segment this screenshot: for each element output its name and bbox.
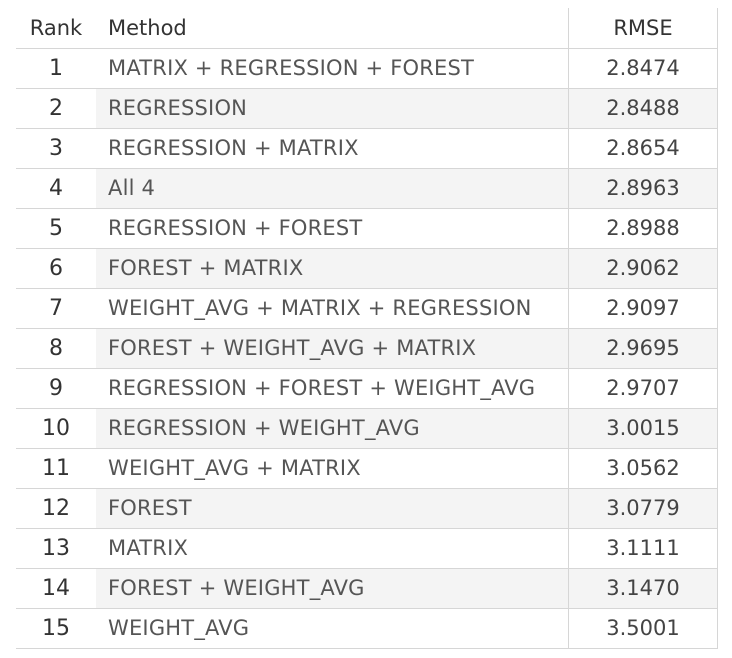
- column-divider: [568, 409, 569, 448]
- table-row: 8 FOREST + WEIGHT_AVG + MATRIX 2.9695: [16, 329, 718, 369]
- table-row: 6 FOREST + MATRIX 2.9062: [16, 249, 718, 289]
- rank-cell: 8: [49, 336, 63, 361]
- rmse-cell: 3.0779: [569, 489, 717, 528]
- table-header: Rank Method RMSE: [16, 8, 718, 48]
- column-divider: [568, 209, 569, 248]
- header-rank: Rank: [29, 16, 83, 40]
- table-row: 5 REGRESSION + FOREST 2.8988: [16, 209, 718, 249]
- rmse-cell: 3.1111: [606, 536, 680, 560]
- table-right-border: [717, 329, 718, 368]
- table-body: 1 MATRIX + REGRESSION + FOREST 2.8474 2 REGR…: [16, 48, 718, 649]
- table-right-border: [717, 89, 718, 128]
- column-divider: [568, 289, 569, 328]
- rmse-cell: 3.0562: [606, 456, 680, 480]
- table-row: 4 All 4 2.8963: [16, 169, 718, 209]
- rank-cell: 14: [42, 576, 70, 601]
- table-right-border: [717, 449, 718, 488]
- column-divider: [568, 89, 569, 128]
- rank-cell: 4: [49, 176, 63, 201]
- table-right-border: [717, 409, 718, 448]
- table-right-border: [717, 209, 718, 248]
- table-right-border: [717, 569, 718, 608]
- rmse-cell: 2.8988: [606, 216, 680, 240]
- method-cell: MATRIX + REGRESSION + FOREST: [108, 56, 475, 80]
- table-row: 13 MATRIX 3.1111: [16, 529, 718, 569]
- rmse-cell: 3.0015: [569, 409, 717, 448]
- method-cell: All 4: [96, 169, 568, 208]
- rank-cell: 1: [49, 56, 63, 81]
- column-divider: [568, 49, 569, 88]
- rank-cell: 11: [42, 456, 70, 481]
- rmse-cell: 2.8474: [606, 56, 680, 80]
- rank-cell: 6: [49, 256, 63, 281]
- column-divider: [568, 8, 569, 48]
- table-row: 9 REGRESSION + FOREST + WEIGHT_AVG 2.9707: [16, 369, 718, 409]
- table-right-border: [717, 369, 718, 408]
- rank-cell: 10: [42, 416, 70, 441]
- method-cell: FOREST + WEIGHT_AVG: [96, 569, 568, 608]
- column-divider: [568, 609, 569, 648]
- method-cell: WEIGHT_AVG: [108, 616, 250, 640]
- rmse-cell: 2.8488: [569, 89, 717, 128]
- rank-cell: 7: [49, 296, 63, 321]
- table-row: 12 FOREST 3.0779: [16, 489, 718, 529]
- table-row: 15 WEIGHT_AVG 3.5001: [16, 609, 718, 649]
- table-right-border: [717, 169, 718, 208]
- rank-cell: 2: [49, 96, 63, 121]
- method-cell: FOREST + WEIGHT_AVG + MATRIX: [96, 329, 568, 368]
- table-right-border: [717, 249, 718, 288]
- method-cell: FOREST + MATRIX: [96, 249, 568, 288]
- table-row: 10 REGRESSION + WEIGHT_AVG 3.0015: [16, 409, 718, 449]
- rmse-cell: 3.1470: [569, 569, 717, 608]
- rmse-cell: 2.8654: [606, 136, 680, 160]
- rank-cell: 15: [42, 616, 70, 641]
- table-row: 11 WEIGHT_AVG + MATRIX 3.0562: [16, 449, 718, 489]
- rank-cell: 13: [42, 536, 70, 561]
- rmse-cell: 3.5001: [606, 616, 680, 640]
- method-cell: REGRESSION + FOREST + WEIGHT_AVG: [108, 376, 536, 400]
- table-right-border: [717, 529, 718, 568]
- table-right-border: [717, 49, 718, 88]
- column-divider: [568, 329, 569, 368]
- rmse-cell: 2.9062: [569, 249, 717, 288]
- rank-cell: 9: [49, 376, 63, 401]
- column-divider: [568, 489, 569, 528]
- table-row: 14 FOREST + WEIGHT_AVG 3.1470: [16, 569, 718, 609]
- column-divider: [568, 449, 569, 488]
- rmse-cell: 2.9097: [606, 296, 680, 320]
- header-rmse: RMSE: [613, 16, 673, 40]
- rank-cell: 3: [49, 136, 63, 161]
- header-method: Method: [108, 16, 187, 40]
- table-right-border: [717, 289, 718, 328]
- results-table: Rank Method RMSE 1 MATRIX + REGRESSION + …: [16, 8, 718, 649]
- column-divider: [568, 569, 569, 608]
- column-divider: [568, 249, 569, 288]
- column-divider: [568, 129, 569, 168]
- method-cell: REGRESSION + WEIGHT_AVG: [96, 409, 568, 448]
- column-divider: [568, 369, 569, 408]
- table-row: 1 MATRIX + REGRESSION + FOREST 2.8474: [16, 49, 718, 89]
- rmse-cell: 2.8963: [569, 169, 717, 208]
- rank-cell: 12: [42, 496, 70, 521]
- method-cell: REGRESSION + MATRIX: [108, 136, 359, 160]
- method-cell: FOREST: [96, 489, 568, 528]
- table-row: 3 REGRESSION + MATRIX 2.8654: [16, 129, 718, 169]
- method-cell: WEIGHT_AVG + MATRIX: [108, 456, 361, 480]
- column-divider: [568, 529, 569, 568]
- rmse-cell: 2.9695: [569, 329, 717, 368]
- rank-cell: 5: [49, 216, 63, 241]
- table-row: 2 REGRESSION 2.8488: [16, 89, 718, 129]
- table-row: 7 WEIGHT_AVG + MATRIX + REGRESSION 2.9097: [16, 289, 718, 329]
- table-right-border: [717, 8, 718, 48]
- table-right-border: [717, 489, 718, 528]
- table-right-border: [717, 129, 718, 168]
- column-divider: [568, 169, 569, 208]
- method-cell: WEIGHT_AVG + MATRIX + REGRESSION: [108, 296, 532, 320]
- method-cell: REGRESSION: [96, 89, 568, 128]
- table-right-border: [717, 609, 718, 648]
- method-cell: REGRESSION + FOREST: [108, 216, 363, 240]
- rmse-cell: 2.9707: [606, 376, 680, 400]
- method-cell: MATRIX: [108, 536, 189, 560]
